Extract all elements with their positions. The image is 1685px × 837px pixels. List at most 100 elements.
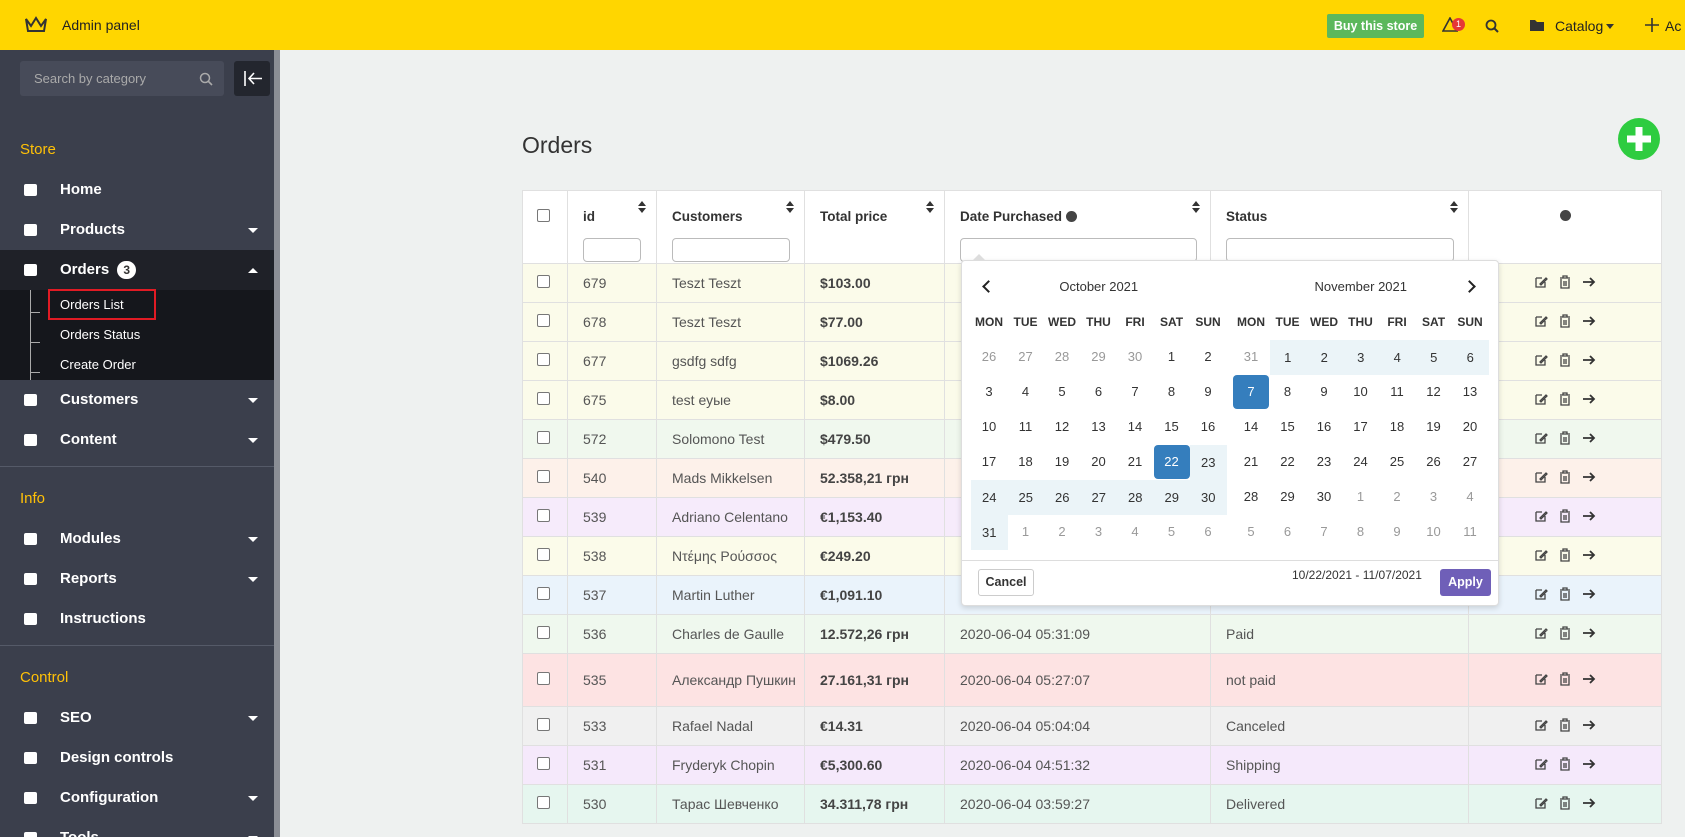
checkbox[interactable]	[537, 509, 550, 522]
day[interactable]: 5	[1415, 340, 1452, 375]
edit-action[interactable]	[1534, 672, 1548, 689]
sort-icon[interactable]	[638, 201, 646, 215]
day[interactable]: 12	[1426, 384, 1441, 399]
open-action[interactable]	[1582, 275, 1596, 292]
day[interactable]: 14	[1127, 419, 1143, 434]
delete-action[interactable]	[1558, 353, 1572, 370]
sort-icon[interactable]	[786, 201, 794, 215]
day[interactable]: 5	[1058, 384, 1066, 399]
search-input[interactable]: Search by category	[20, 61, 224, 96]
day[interactable]: 1	[1269, 340, 1306, 375]
edit-action[interactable]	[1534, 626, 1548, 643]
delete-action[interactable]	[1558, 757, 1572, 774]
menu-item[interactable]: Content	[0, 420, 274, 460]
delete-action[interactable]	[1558, 796, 1572, 813]
open-action[interactable]	[1582, 392, 1596, 409]
open-action[interactable]	[1582, 548, 1596, 565]
day[interactable]: 3	[1094, 524, 1103, 539]
edit-action[interactable]	[1534, 431, 1548, 448]
sort-icon[interactable]	[926, 201, 934, 215]
day[interactable]: 16	[1316, 419, 1332, 434]
day[interactable]: 11	[1018, 419, 1033, 434]
day[interactable]: 18	[1018, 454, 1033, 469]
day[interactable]: 7	[1320, 524, 1328, 539]
day[interactable]: 27	[1018, 349, 1033, 364]
sort-icon[interactable]	[1192, 201, 1200, 215]
day[interactable]: 20	[1462, 419, 1478, 434]
checkbox[interactable]	[537, 587, 550, 600]
day[interactable]: 9	[1320, 384, 1328, 399]
edit-action[interactable]	[1534, 718, 1548, 735]
delete-action[interactable]	[1558, 548, 1572, 565]
menu-item[interactable]: Customers	[0, 380, 274, 420]
day[interactable]: 27	[1462, 454, 1478, 469]
edit-action[interactable]	[1534, 470, 1548, 487]
day[interactable]: 21	[1127, 454, 1143, 469]
day[interactable]: 29	[1280, 489, 1295, 504]
day[interactable]: 25	[1007, 480, 1044, 515]
day[interactable]: 5	[1167, 524, 1176, 539]
day[interactable]: 7	[1233, 375, 1269, 409]
day[interactable]: 2	[1204, 349, 1212, 364]
delete-action[interactable]	[1558, 392, 1572, 409]
catalog-menu[interactable]: Catalog	[1555, 18, 1604, 34]
open-action[interactable]	[1582, 626, 1596, 643]
filter-input[interactable]	[1226, 238, 1454, 262]
checkbox[interactable]	[537, 431, 550, 444]
day[interactable]: 18	[1389, 419, 1405, 434]
day[interactable]: 21	[1243, 454, 1259, 469]
checkbox[interactable]	[537, 470, 550, 483]
menu-item[interactable]: Configuration	[0, 778, 274, 818]
day[interactable]: 9	[1393, 524, 1401, 539]
day[interactable]: 11	[1463, 524, 1477, 539]
day[interactable]: 15	[1280, 419, 1295, 434]
day[interactable]: 5	[1247, 524, 1255, 539]
menu-item[interactable]: Home	[0, 170, 274, 210]
open-action[interactable]	[1582, 314, 1596, 331]
day[interactable]: 7	[1131, 384, 1139, 399]
menu-item[interactable]: Instructions	[0, 599, 274, 639]
day[interactable]: 28	[1054, 349, 1070, 364]
delete-action[interactable]	[1558, 431, 1572, 448]
open-action[interactable]	[1582, 431, 1596, 448]
day[interactable]: 9	[1204, 384, 1212, 399]
checkbox[interactable]	[537, 796, 550, 809]
day[interactable]: 23	[1316, 454, 1332, 469]
day[interactable]: 29	[1091, 349, 1106, 364]
edit-action[interactable]	[1534, 587, 1548, 604]
day[interactable]: 10	[1353, 384, 1368, 399]
day[interactable]: 28	[1243, 489, 1259, 504]
menu-item[interactable]: Modules	[0, 519, 274, 559]
checkbox[interactable]	[537, 672, 550, 685]
delete-action[interactable]	[1558, 509, 1572, 526]
day[interactable]: 30	[1190, 480, 1227, 515]
day[interactable]: 1	[1021, 524, 1030, 539]
search-icon[interactable]	[1485, 19, 1499, 33]
delete-action[interactable]	[1558, 587, 1572, 604]
checkbox[interactable]	[537, 314, 550, 327]
edit-action[interactable]	[1534, 314, 1548, 331]
cancel-button[interactable]: Cancel	[978, 569, 1034, 596]
day[interactable]: 16	[1200, 419, 1216, 434]
checkbox[interactable]	[537, 209, 550, 222]
day[interactable]: 28	[1117, 480, 1154, 515]
checkbox[interactable]	[537, 757, 550, 770]
menu-item[interactable]: Products	[0, 210, 274, 250]
sort-icon[interactable]	[1450, 201, 1458, 215]
delete-action[interactable]	[1558, 470, 1572, 487]
day[interactable]: 23	[1190, 445, 1227, 480]
day[interactable]: 6	[1452, 340, 1489, 375]
menu-item[interactable]: SEO	[0, 698, 274, 738]
delete-action[interactable]	[1558, 718, 1572, 735]
delete-action[interactable]	[1558, 672, 1572, 689]
edit-action[interactable]	[1534, 509, 1548, 526]
edit-action[interactable]	[1534, 796, 1548, 813]
day[interactable]: 1	[1356, 489, 1365, 504]
checkbox[interactable]	[537, 626, 550, 639]
day[interactable]: 24	[1353, 454, 1368, 469]
day[interactable]: 4	[1379, 340, 1416, 375]
open-action[interactable]	[1582, 757, 1596, 774]
open-action[interactable]	[1582, 718, 1596, 735]
open-action[interactable]	[1582, 353, 1596, 370]
day[interactable]: 11	[1390, 384, 1404, 399]
